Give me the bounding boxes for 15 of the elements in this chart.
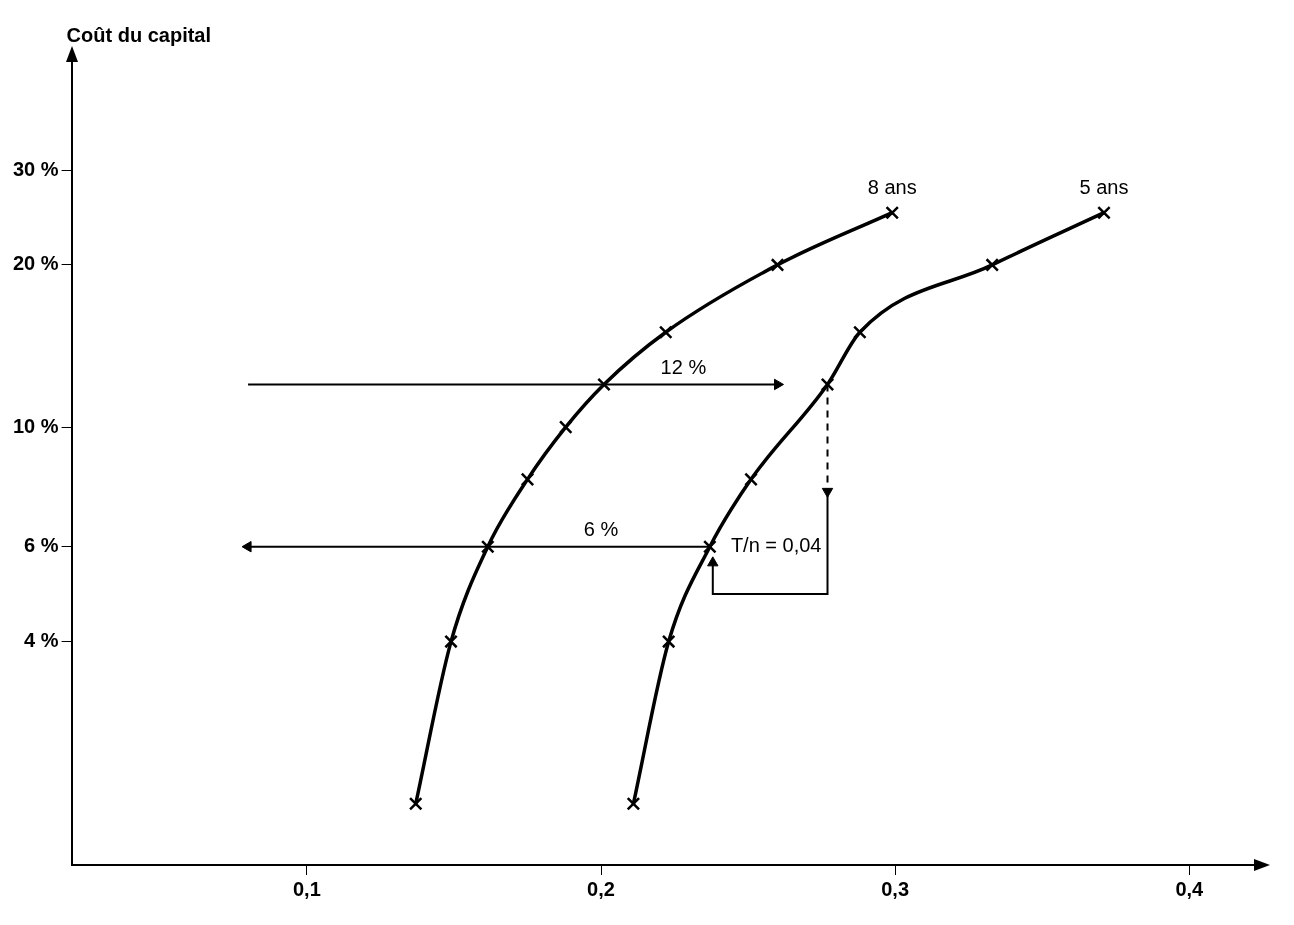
y-tick-label: 6 % [24, 534, 59, 557]
annotation: 12 % [660, 355, 707, 378]
x-tick-label: 0,3 [881, 877, 910, 900]
y-tick-label: 10 % [12, 414, 59, 437]
annotation: 6 % [583, 518, 619, 541]
x-tick-label: 0,4 [1175, 877, 1205, 900]
y-axis-title: Coût du capital [66, 23, 212, 46]
series-label: 8 ans [867, 176, 917, 199]
x-tick-label: 0,1 [292, 877, 321, 900]
annotation: T/n = 0,04 [730, 534, 822, 557]
y-tick-label: 4 % [24, 629, 59, 652]
y-tick-label: 20 % [12, 252, 59, 275]
x-tick-label: 0,2 [587, 877, 615, 900]
y-tick-label: 30 % [12, 157, 59, 180]
series-label: 5 ans [1079, 176, 1129, 199]
